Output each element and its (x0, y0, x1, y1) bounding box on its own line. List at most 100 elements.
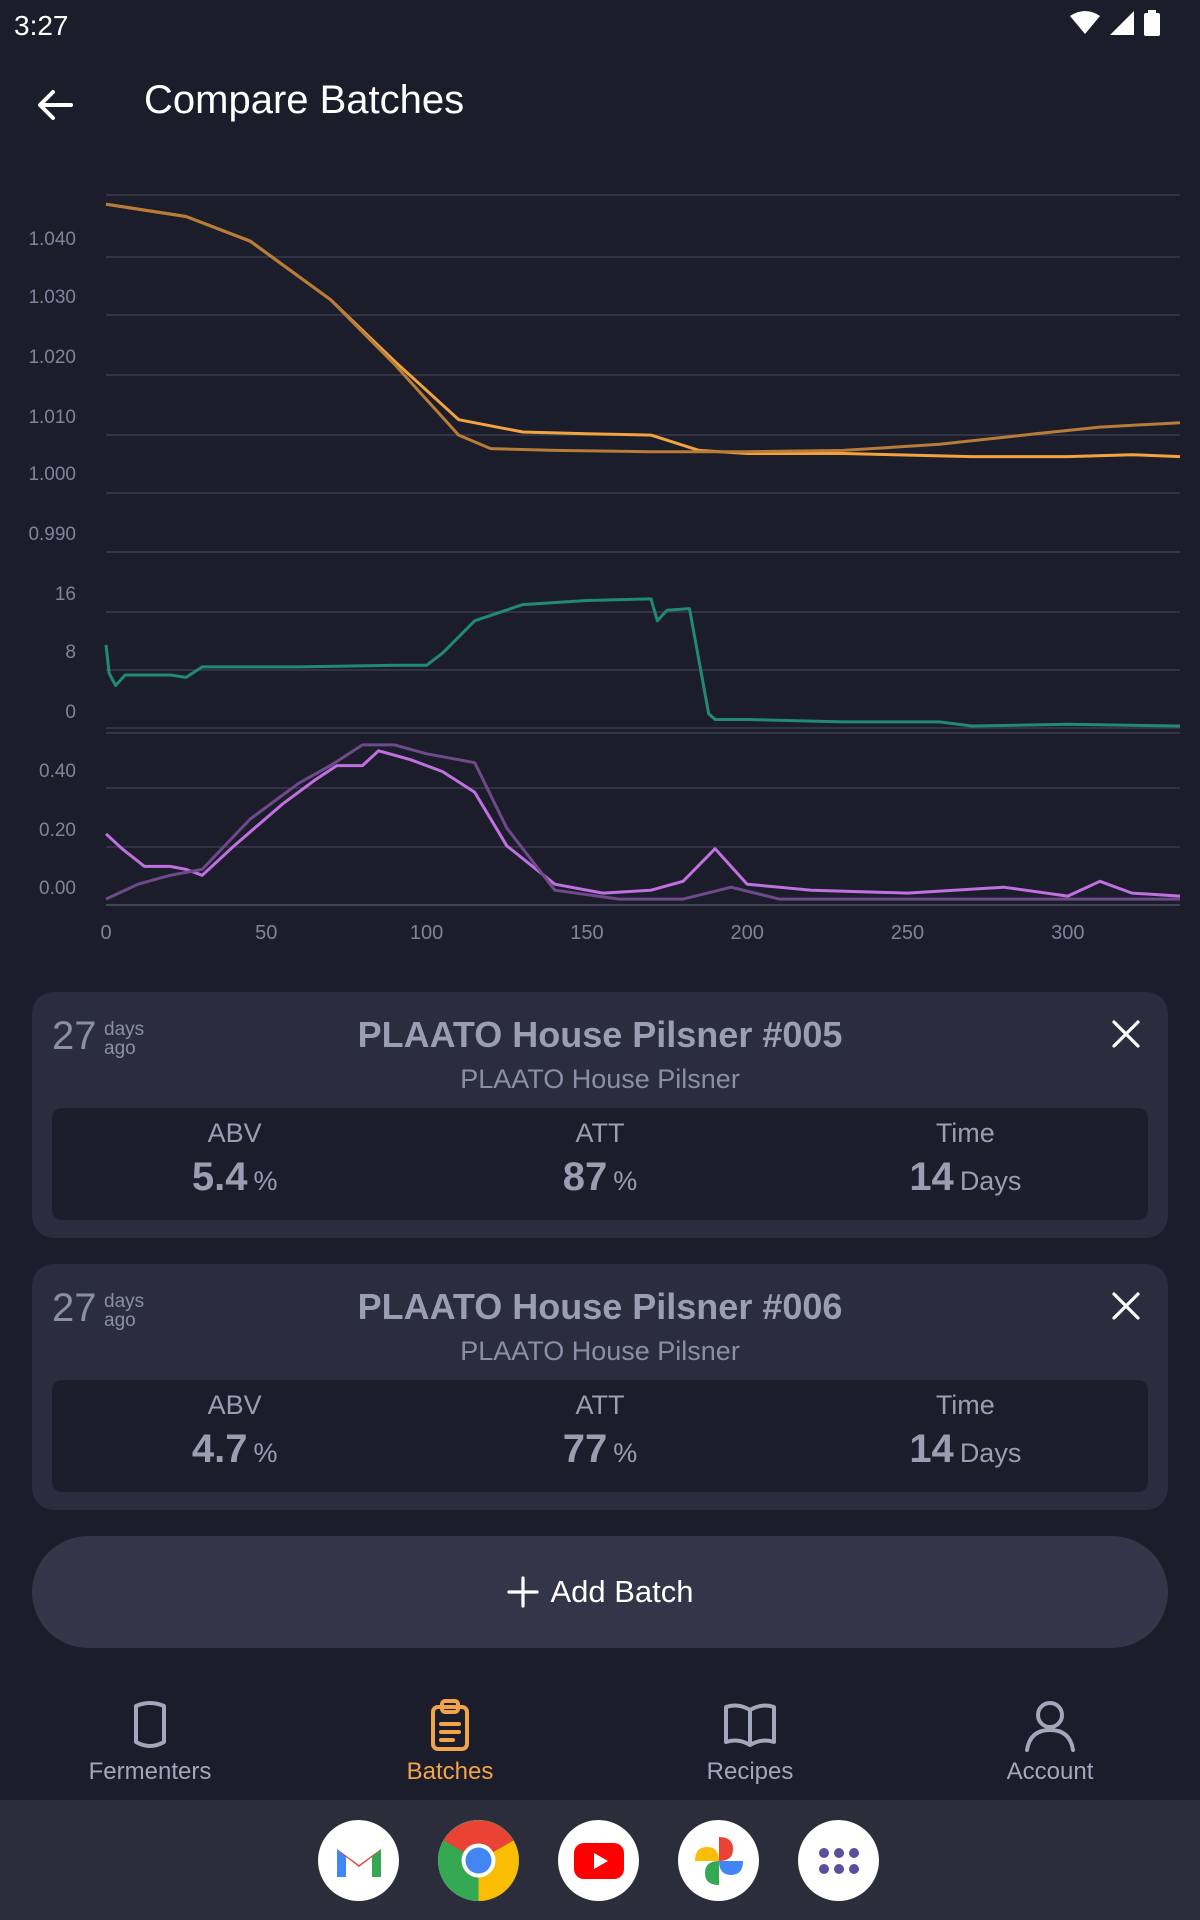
nav-recipes[interactable]: Recipes (600, 1680, 900, 1800)
series-line (105, 202, 1181, 454)
x-tick-label: 250 (891, 922, 924, 944)
youtube-icon[interactable] (558, 1820, 639, 1901)
days-ago-label: days ago (104, 1020, 144, 1058)
remove-batch-button[interactable] (1104, 1284, 1148, 1328)
x-tick-label: 50 (255, 922, 277, 944)
photos-logo (694, 1836, 743, 1885)
stat-unit: % (253, 1166, 278, 1196)
stat-label: ATT (575, 1390, 625, 1420)
clipboard-icon (431, 1699, 469, 1751)
y-tick-label: 0.20 (39, 820, 76, 841)
shield-icon (134, 1701, 166, 1748)
batch-recipe: PLAATO House Pilsner (460, 1336, 740, 1366)
stat-label: Time (935, 1118, 995, 1148)
stat-value: 5.4 (191, 1155, 248, 1199)
y-tick-label: 8 (65, 642, 76, 663)
ago-word: ago (104, 1038, 136, 1059)
person-icon (1025, 1701, 1075, 1752)
batch-card[interactable]: 27 days ago PLAATO House Pilsner #006 PL… (32, 1264, 1168, 1510)
x-tick-label: 200 (731, 922, 764, 944)
chrome-logo (438, 1820, 519, 1901)
nav-account[interactable]: Account (900, 1680, 1200, 1800)
stat-value: 14 (909, 1427, 954, 1471)
series-line (104, 749, 1181, 898)
nav-fermenters[interactable]: Fermenters (0, 1680, 300, 1800)
x-tick-label: 0 (100, 922, 111, 944)
stat-unit: % (613, 1166, 638, 1196)
status-bar: 3:27 (0, 0, 1200, 50)
apps-grid-icon[interactable] (798, 1820, 879, 1901)
y-tick-label: 16 (55, 584, 76, 605)
stat-unit: % (253, 1438, 278, 1468)
stat-value: 77 (562, 1427, 608, 1471)
add-batch-label: Add Batch (550, 1574, 694, 1609)
nav-label: Batches (406, 1758, 494, 1785)
batch-stats: ABV 4.7% ATT 77% Time 14 Days (52, 1380, 1148, 1492)
days-ago-number: 27 (52, 1286, 97, 1330)
nav-label: Recipes (706, 1758, 794, 1785)
stat-unit: Days (959, 1438, 1022, 1468)
youtube-logo (573, 1842, 624, 1879)
y-tick-label: 1.020 (28, 347, 76, 368)
chart-svg: 1.040 1.030 1.020 1.010 1.000 0.990 16 8 0 0.40 0.… (28, 194, 1181, 944)
stat-value: 87 (562, 1155, 608, 1199)
stat-att: ATT 77% (417, 1380, 782, 1492)
ago-word: ago (104, 1310, 136, 1331)
stat-label: ABV (207, 1390, 262, 1420)
batch-stats: ABV 5.4% ATT 87% Time 14 Days (52, 1108, 1148, 1220)
y-tick-label: 0 (65, 702, 76, 723)
back-button[interactable] (30, 80, 80, 130)
y-tick-label: 0.990 (28, 524, 76, 545)
y-tick-label: 1.030 (28, 287, 76, 308)
gmail-icon[interactable] (318, 1820, 399, 1901)
nav-label: Fermenters (88, 1758, 212, 1785)
stat-value: 14 (909, 1155, 954, 1199)
series-line (105, 202, 1181, 459)
app-bar: Compare Batches (0, 50, 1200, 160)
app-dock (0, 1800, 1200, 1920)
photos-icon[interactable] (678, 1820, 759, 1901)
chrome-icon[interactable] (438, 1820, 519, 1901)
stat-label: ABV (207, 1118, 262, 1148)
plus-icon (507, 1576, 540, 1608)
series-line (104, 597, 1181, 728)
signal-icon (1110, 11, 1134, 35)
page-title: Compare Batches (144, 78, 465, 122)
stat-label: ATT (575, 1118, 625, 1148)
gmail-logo (336, 1848, 381, 1877)
remove-batch-button[interactable] (1104, 1012, 1148, 1056)
stat-att: ATT 87% (417, 1108, 782, 1220)
stat-abv: ABV 4.7% (52, 1380, 417, 1492)
days-ago-word: days (104, 1019, 145, 1040)
y-tick-label: 1.040 (28, 229, 76, 250)
batch-recipe: PLAATO House Pilsner (460, 1064, 740, 1094)
batch-title: PLAATO House Pilsner #005 (357, 1014, 843, 1055)
stat-unit: Days (959, 1166, 1022, 1196)
nav-label: Account (1006, 1758, 1094, 1785)
comparison-chart: 1.040 1.030 1.020 1.010 1.000 0.990 16 8 0 0.40 0.… (0, 175, 1200, 955)
status-time: 3:27 (14, 10, 69, 41)
x-tick-label: 150 (570, 922, 603, 944)
stat-value: 4.7 (191, 1427, 248, 1471)
stat-unit: % (613, 1438, 638, 1468)
days-ago-number: 27 (52, 1014, 97, 1058)
nav-batches[interactable]: Batches (300, 1680, 600, 1800)
book-icon (724, 1703, 776, 1747)
stat-time: Time 14 Days (783, 1380, 1148, 1492)
y-tick-label: 1.000 (28, 464, 76, 485)
x-tick-label: 100 (410, 922, 443, 944)
apps-grid-logo (818, 1847, 859, 1874)
wifi-icon (1070, 11, 1100, 34)
bottom-nav: Fermenters Batches Recipes Account (0, 1680, 1200, 1800)
status-icons (1070, 10, 1160, 36)
stat-abv: ABV 5.4% (52, 1108, 417, 1220)
y-tick-label: 0.40 (39, 761, 76, 782)
x-tick-label: 300 (1051, 922, 1084, 944)
y-tick-label: 1.010 (28, 407, 76, 428)
arrow-left-icon (38, 90, 73, 120)
y-tick-label: 0.00 (39, 878, 76, 899)
close-icon (1112, 1292, 1140, 1320)
batch-title: PLAATO House Pilsner #006 (357, 1286, 843, 1327)
batch-card[interactable]: 27 days ago PLAATO House Pilsner #005 PL… (32, 992, 1168, 1238)
add-batch-button[interactable]: Add Batch (32, 1536, 1168, 1648)
